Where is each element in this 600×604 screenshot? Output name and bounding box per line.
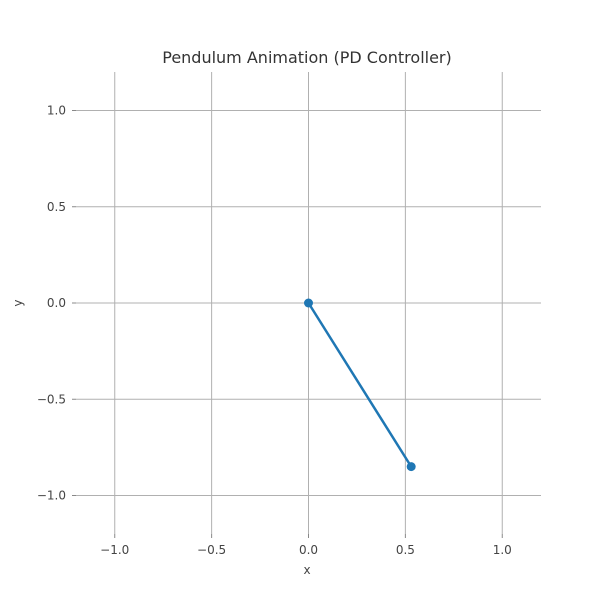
bob-point-marker — [406, 462, 416, 472]
y-axis-label: y — [11, 299, 25, 306]
axis-ticks: −1.0 −0.5 0.0 0.5 1.0 −1.0 −0.5 0.0 0.5 1.0 — [37, 104, 512, 558]
pendulum-rod-line — [307, 301, 413, 468]
x-tick-label: 0.5 — [396, 543, 415, 557]
x-tick-label: −0.5 — [197, 543, 226, 557]
y-tick-label: 1.0 — [47, 104, 66, 118]
grid-lines — [76, 72, 541, 534]
x-tick-label: −1.0 — [100, 543, 129, 557]
series-layer — [304, 298, 416, 472]
x-tick-label: 1.0 — [493, 543, 512, 557]
x-tick-label: 0.0 — [299, 543, 318, 557]
y-tick-label: 0.5 — [47, 200, 66, 214]
y-tick-label: −0.5 — [37, 392, 66, 406]
y-tick-label: −1.0 — [37, 489, 66, 503]
chart-title: Pendulum Animation (PD Controller) — [162, 48, 452, 67]
pivot-point-marker — [304, 298, 313, 308]
y-tick-label: 0.0 — [47, 296, 66, 310]
x-axis-label: x — [303, 563, 310, 577]
